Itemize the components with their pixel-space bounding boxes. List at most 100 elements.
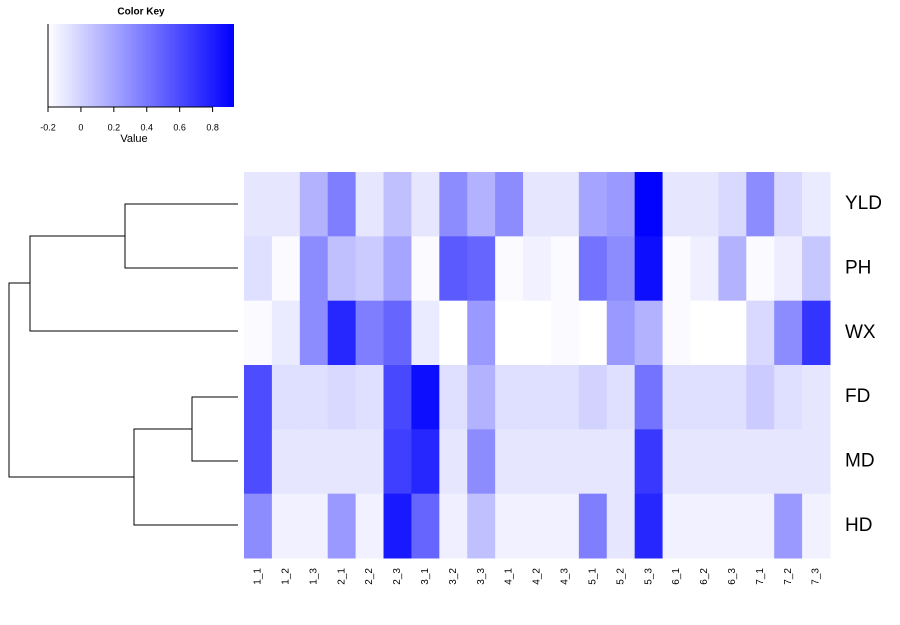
column-label: 2_3 [392,568,403,585]
heatmap-cell [718,365,747,430]
column-label: 6_2 [699,568,710,585]
color-key-tick-label: 0.4 [141,122,154,132]
heatmap-cell [411,429,440,495]
heatmap-cell [606,300,636,366]
heatmap-cell [299,300,329,366]
heatmap-cell [802,429,831,495]
heatmap-cell [662,365,691,430]
dendrogram [8,203,238,526]
heatmap-cell [271,300,301,366]
color-key-title: Color Key [117,7,165,18]
heatmap-cell [244,236,273,302]
heatmap-cell [244,365,273,430]
row-label: HD [845,515,872,536]
column-label: 6_1 [671,568,682,585]
heatmap-cell [439,365,468,430]
color-key-tick-label: 0.6 [173,122,186,132]
color-key-tick-label: -0.2 [40,122,56,132]
heatmap-cell [718,429,747,495]
heatmap-cell [746,172,775,237]
heatmap-cell [802,300,831,366]
heatmap-cell [327,300,357,366]
column-label: 4_3 [560,568,571,585]
heatmap-cell [327,236,357,302]
heatmap-cell [327,172,357,237]
heatmap-cell [690,172,719,237]
column-label: 4_2 [532,568,543,585]
heatmap-cell [383,365,412,430]
column-label: 7_3 [811,568,822,585]
heatmap-cell [802,236,831,302]
column-label: 1_3 [308,568,319,585]
heatmap-cell [411,493,440,559]
heatmap-cell [327,429,357,495]
heatmap-cell [718,172,747,237]
column-label: 7_2 [783,568,794,585]
heatmap-cell [523,172,552,237]
heatmap-cell [411,236,440,302]
heatmap-cell [718,493,747,559]
heatmap-cell [550,172,580,237]
heatmap-cell [271,236,301,302]
column-label: 7_1 [755,568,766,585]
heatmap-cell [383,300,412,366]
heatmap-cell [244,300,273,366]
heatmap-cell [383,429,412,495]
heatmap-cell [523,429,552,495]
column-label: 5_1 [587,568,598,585]
heatmap-cell [662,300,691,366]
heatmap-cell [327,365,357,430]
heatmap-cell [774,300,803,366]
heatmap-cell [634,300,664,366]
heatmap-cell [578,236,608,302]
column-label: 4_1 [504,568,515,585]
heatmap-cell [411,300,440,366]
heatmap-cell [690,236,719,302]
heatmap-cell [439,300,468,366]
color-key-bar [48,24,234,107]
heatmap-cell [662,429,691,495]
heatmap-cell [578,365,608,430]
heatmap-cell [299,236,329,302]
column-label: 1_1 [253,568,264,585]
color-key-label: Value [120,133,147,145]
heatmap-cell [774,429,803,495]
heatmap-cell [550,236,580,302]
heatmap-cell [774,172,803,237]
heatmap-cell [802,172,831,237]
column-label: 2_2 [364,568,375,585]
heatmap-cell [355,365,385,430]
heatmap-cell [467,365,496,430]
heatmap-cell [271,493,301,559]
heatmap-cell [634,493,664,559]
heatmap-cell [802,493,831,559]
heatmap-cell [718,236,747,302]
heatmap-cell [299,429,329,495]
heatmap-cell [244,172,273,237]
heatmap-cell [467,429,496,495]
column-label: 1_2 [280,568,291,585]
heatmap-cell [411,365,440,430]
heatmap-cell [662,236,691,302]
heatmap-cell [383,172,412,237]
row-label: MD [845,451,875,472]
heatmap-cell [606,493,636,559]
heatmap-cell [746,493,775,559]
heatmap-cell [383,236,412,302]
heatmap-cell [495,300,524,366]
heatmap-cell [606,429,636,495]
color-key-tick-label: 0.8 [206,122,219,132]
heatmap-cell [495,493,524,559]
heatmap-cell [550,429,580,495]
heatmap-cell [690,365,719,430]
heatmap-cell [467,236,496,302]
heatmap-cell [578,300,608,366]
column-label: 3_2 [448,568,459,585]
heatmap-cell [523,365,552,430]
heatmap-cell [690,429,719,495]
heatmap-cell [355,493,385,559]
heatmap-cell [746,300,775,366]
color-key-tick-label: 0.2 [108,122,121,132]
heatmap-cell [495,365,524,430]
